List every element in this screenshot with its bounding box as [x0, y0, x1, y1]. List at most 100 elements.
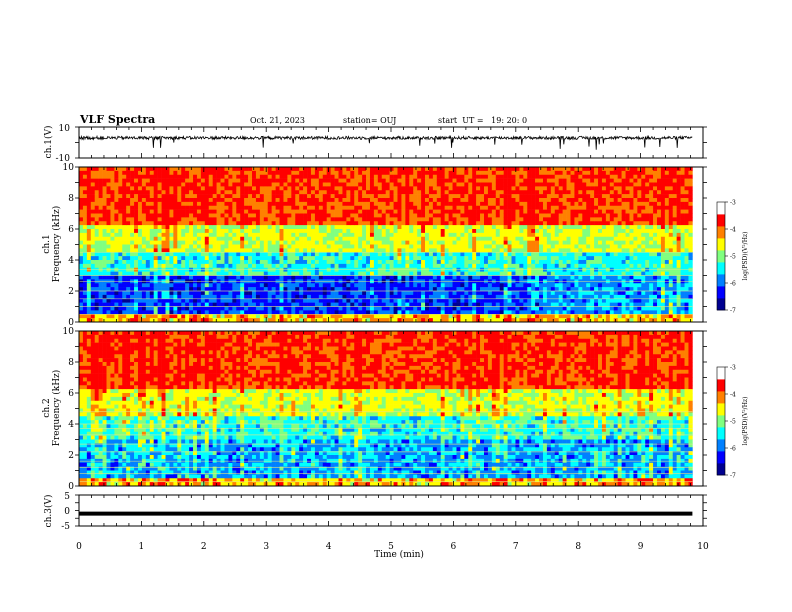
spectrum-cell	[428, 205, 434, 210]
spectrum-cell	[137, 174, 143, 179]
spectrum-cell	[90, 182, 96, 187]
spectrum-cell	[413, 318, 418, 323]
spectrum-cell	[118, 194, 123, 199]
spectrum-cell	[287, 194, 292, 199]
spectrum-cell	[130, 275, 135, 280]
spectrum-cell	[480, 205, 485, 210]
spectrum-cell	[303, 256, 308, 261]
spectrum-cell	[220, 314, 225, 319]
spectrum-cell	[515, 256, 520, 261]
spectrum-cell	[354, 298, 359, 303]
spectrum-cell	[503, 291, 508, 296]
spectrum-cell	[204, 209, 210, 214]
spectrum-cell	[216, 170, 221, 176]
spectrum-cell	[409, 174, 414, 179]
spectrum-cell	[472, 174, 477, 179]
spectrum-cell	[224, 310, 229, 315]
spectrum-cell	[326, 275, 331, 280]
spectrum-cell	[389, 306, 394, 311]
spectrum-cell	[369, 302, 375, 307]
spectrum-cell	[185, 174, 190, 179]
spectrum-cell	[448, 263, 453, 269]
spectrum-cell	[389, 167, 394, 172]
spectrum-cell	[393, 178, 398, 183]
spectrum-cell	[196, 240, 202, 245]
spectrum-cell	[114, 260, 119, 265]
spectrum-cell	[181, 225, 186, 230]
spectrum-cell	[527, 240, 532, 245]
spectrum-cell	[550, 174, 556, 179]
spectrum-cell	[299, 314, 304, 319]
spectrum-cell	[464, 182, 469, 187]
spectrum-cell	[535, 298, 540, 303]
spectrum-cell	[350, 291, 355, 296]
spectrum-cell	[130, 318, 135, 323]
spectrum-cell	[389, 213, 394, 218]
spectrum-cell	[90, 209, 96, 214]
spectrum-cell	[480, 167, 485, 172]
spectrum-cell	[122, 209, 127, 214]
spectrum-cell	[193, 174, 198, 179]
spectrum-cell	[487, 298, 493, 303]
spectrum-cell	[405, 291, 410, 296]
spectrum-cell	[79, 294, 84, 300]
spectrum-cell	[318, 306, 324, 311]
spectrum-cell	[503, 287, 508, 292]
spectrum-cell	[283, 190, 288, 195]
spectrum-cell	[377, 174, 383, 179]
spectrum-cell	[98, 314, 103, 319]
spectrum-cell	[279, 240, 284, 245]
spectrum-cell	[546, 167, 552, 172]
spectrum-cell	[224, 236, 229, 241]
spectrum-cell	[153, 287, 158, 292]
spectrum-cell	[200, 306, 206, 311]
spectrum-cell	[495, 256, 501, 261]
spectrum-cell	[134, 314, 139, 319]
spectrum-cell	[381, 252, 386, 257]
spectrum-cell	[472, 306, 477, 311]
spectrum-cell	[279, 194, 284, 199]
spectrum-cell	[90, 310, 96, 315]
spectrum-cell	[468, 225, 473, 230]
spectrum-cell	[252, 198, 257, 203]
spectrum-cell	[283, 174, 288, 179]
spectrum-cell	[177, 252, 182, 257]
spectrum-cell	[169, 205, 174, 210]
spectrum-cell	[495, 291, 501, 296]
spectrum-cell	[244, 221, 249, 226]
spectrum-cell	[228, 244, 233, 249]
spectrum-cell	[204, 198, 210, 203]
spectrum-cell	[322, 201, 328, 207]
spectrum-cell	[79, 248, 84, 253]
spectrum-cell	[425, 213, 430, 218]
spectrum-cell	[212, 178, 217, 183]
spectrum-cell	[279, 244, 284, 249]
spectrum-cell	[263, 275, 269, 280]
spectrum-cell	[126, 198, 131, 203]
spectrum-cell	[330, 186, 335, 191]
spectrum-cell	[165, 302, 170, 307]
spectrum-cell	[350, 314, 355, 319]
spectrum-cell	[369, 205, 375, 210]
spectrum-cell	[369, 271, 375, 276]
spectrum-cell	[389, 182, 394, 187]
spectrum-cell	[531, 248, 536, 253]
spectrum-cell	[425, 283, 430, 288]
spectrum-cell	[358, 248, 363, 253]
spectrum-cell	[252, 190, 257, 195]
spectrum-cell	[346, 291, 351, 296]
spectrum-cell	[271, 205, 276, 210]
spectrum-cell	[523, 221, 528, 226]
spectrum-cell	[338, 232, 343, 238]
spectrum-cell	[527, 244, 532, 249]
spectrum-cell	[503, 182, 508, 187]
spectrum-cell	[106, 194, 111, 199]
spectrum-cell	[86, 240, 92, 245]
spectrum-cell	[94, 271, 99, 276]
spectrum-cell	[503, 221, 508, 226]
spectrum-cell	[244, 178, 249, 183]
spectrum-cell	[240, 217, 245, 222]
spectrum-cell	[468, 318, 473, 323]
spectrum-cell	[110, 209, 115, 214]
spectrum-cell	[153, 302, 158, 307]
